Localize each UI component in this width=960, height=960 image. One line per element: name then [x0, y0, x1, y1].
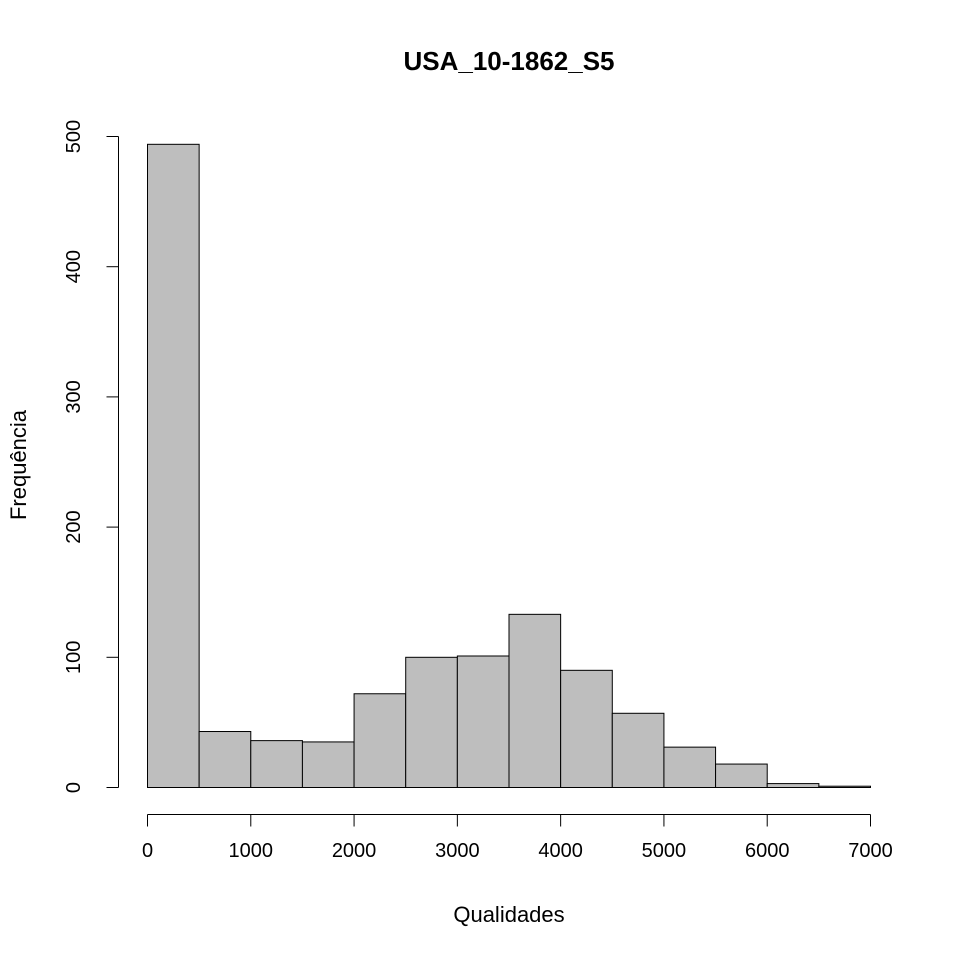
x-tick-label: 2000	[332, 840, 377, 862]
histogram-bar	[818, 785, 871, 788]
histogram-bar	[353, 693, 407, 788]
bars-group	[147, 143, 871, 789]
histogram-bar	[766, 783, 820, 788]
y-tick-label: 300	[63, 380, 85, 413]
histogram-bar	[250, 740, 303, 788]
y-tick-label: 0	[63, 782, 85, 793]
histogram-bar	[456, 655, 510, 788]
y-tick-label: 500	[63, 120, 85, 153]
x-tick-label: 0	[142, 840, 153, 862]
x-axis: 0 1000 2000 3000 4000 5000 6000 7000	[142, 814, 893, 862]
y-tick-label: 400	[63, 250, 85, 283]
histogram-bar	[405, 656, 458, 788]
y-tick-label: 200	[63, 510, 85, 543]
histogram-bar	[147, 143, 200, 788]
x-tick-label: 7000	[848, 840, 893, 862]
histogram-bar	[715, 763, 768, 789]
histogram-bar	[560, 669, 613, 789]
x-tick-label: 4000	[538, 840, 583, 862]
histogram-bar	[198, 731, 252, 788]
histogram-bar	[508, 613, 562, 788]
chart-title: USA_10-1862_S5	[403, 46, 614, 76]
y-tick-label: 100	[63, 641, 85, 674]
histogram-bar	[611, 712, 665, 789]
x-tick-label: 3000	[435, 840, 480, 862]
y-axis: 0 100 200 300 400 500	[63, 120, 119, 793]
y-axis-label: Frequência	[6, 409, 31, 520]
histogram-bar	[663, 746, 717, 788]
histogram-bar	[301, 741, 355, 788]
x-tick-label: 1000	[229, 840, 274, 862]
x-tick-label: 6000	[745, 840, 790, 862]
x-tick-label: 5000	[642, 840, 687, 862]
x-axis-label: Qualidades	[453, 902, 564, 927]
